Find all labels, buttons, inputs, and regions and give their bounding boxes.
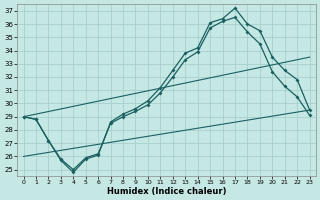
X-axis label: Humidex (Indice chaleur): Humidex (Indice chaleur) xyxy=(107,187,226,196)
